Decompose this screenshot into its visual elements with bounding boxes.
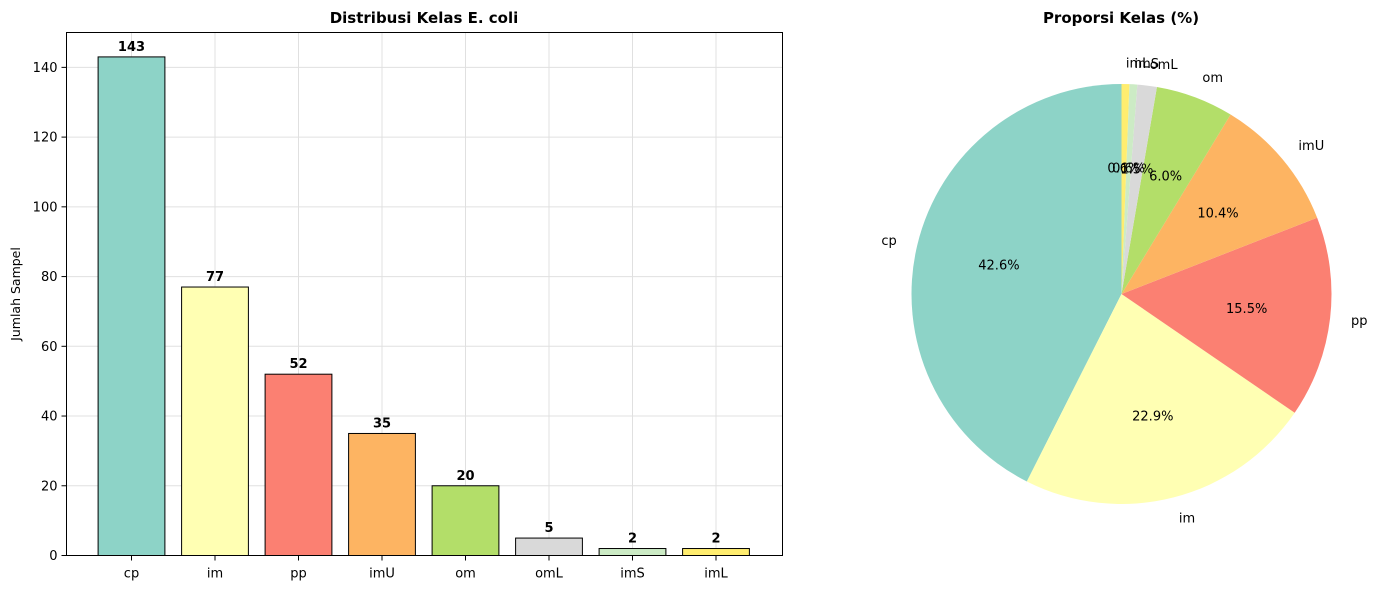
bar-value-label: 2 [628, 532, 637, 547]
bar-chart-y-ticks: 0 20 40 60 80 100 120 140 [33, 61, 67, 564]
pie-slice-imS [1121, 84, 1138, 294]
bar-value-label: 52 [289, 357, 307, 372]
bar-value-label: 143 [118, 40, 145, 55]
bar-omL [515, 537, 583, 556]
bar-imU [348, 432, 416, 557]
bar-chart-y-axis-label: Jumlah Sampel [8, 247, 23, 342]
bar-chart-bars [97, 56, 750, 557]
pie-category-label: imU [1298, 139, 1324, 154]
x-tick-label: om [455, 567, 476, 582]
pie-slice-omL [1121, 84, 1157, 294]
x-tick-label: imS [620, 567, 645, 582]
pie-slice-om [1121, 87, 1231, 294]
bar-chart-gridlines [66, 32, 783, 556]
x-tick-label: pp [290, 567, 307, 582]
bar-value-label: 5 [544, 521, 553, 536]
pie-chart-slices [911, 84, 1332, 505]
y-tick-label: 100 [33, 200, 58, 215]
pie-category-label: im [1179, 511, 1195, 526]
pie-percent-label: 22.9% [1132, 410, 1173, 425]
x-tick-label: imL [704, 567, 728, 582]
bar-chart-x-ticks: cp im pp imU om omL imS imL [124, 555, 729, 582]
pie-category-label: pp [1351, 314, 1368, 329]
x-tick-label: omL [535, 567, 564, 582]
y-tick-label: 0 [49, 549, 57, 564]
y-tick-label: 80 [41, 270, 58, 285]
bar-imS [598, 548, 667, 557]
pie-percent-label: 15.5% [1226, 302, 1267, 317]
pie-slice-imL [1121, 84, 1130, 294]
pie-slice-cp [911, 84, 1122, 482]
pie-category-label: omL [1150, 58, 1179, 73]
pie-slice-imU [1121, 114, 1318, 295]
x-tick-label: im [207, 567, 223, 582]
pie-percent-label: 10.4% [1197, 206, 1238, 221]
pie-chart: Proporsi Kelas (%) 42.6% 22.9% 15.5% 10.4% 6… [881, 9, 1367, 526]
pie-category-label: cp [881, 234, 896, 249]
pie-chart-percent-labels: 42.6% 22.9% 15.5% 10.4% 6.0%1.5%0.6%0.6% [978, 162, 1267, 425]
pie-percent-label: 42.6% [978, 258, 1019, 273]
bar-im [181, 286, 249, 556]
y-tick-label: 60 [41, 340, 58, 355]
bar-chart-axes-frame [66, 32, 783, 556]
pie-percent-label: 1.5% [1120, 162, 1153, 177]
bar-chart-title: Distribusi Kelas E. coli [330, 9, 519, 27]
y-tick-label: 20 [41, 479, 58, 494]
bar-value-label: 2 [711, 532, 720, 547]
x-tick-label: imU [369, 567, 395, 582]
bar-imL [682, 548, 750, 557]
x-tick-label: cp [124, 567, 139, 582]
bar-value-label: 20 [456, 469, 474, 484]
bar-value-label: 35 [373, 416, 391, 431]
pie-slice-pp [1121, 217, 1332, 413]
pie-percent-label: 6.0% [1149, 169, 1182, 184]
bar-om [431, 485, 500, 556]
pie-percent-label: 0.6% [1107, 162, 1140, 177]
pie-percent-label: 0.6% [1112, 162, 1145, 177]
y-tick-label: 40 [41, 410, 58, 425]
bar-value-label: 77 [206, 270, 224, 285]
pie-category-label: imL [1126, 57, 1150, 72]
pie-category-label: imS [1135, 57, 1160, 72]
pie-chart-title: Proporsi Kelas (%) [1043, 9, 1199, 27]
pie-category-label: om [1202, 71, 1223, 86]
y-tick-label: 120 [33, 131, 58, 146]
bar-cp [97, 56, 166, 556]
pie-slice-im [1026, 294, 1295, 505]
bar-pp [264, 373, 333, 556]
y-tick-label: 140 [33, 61, 58, 76]
